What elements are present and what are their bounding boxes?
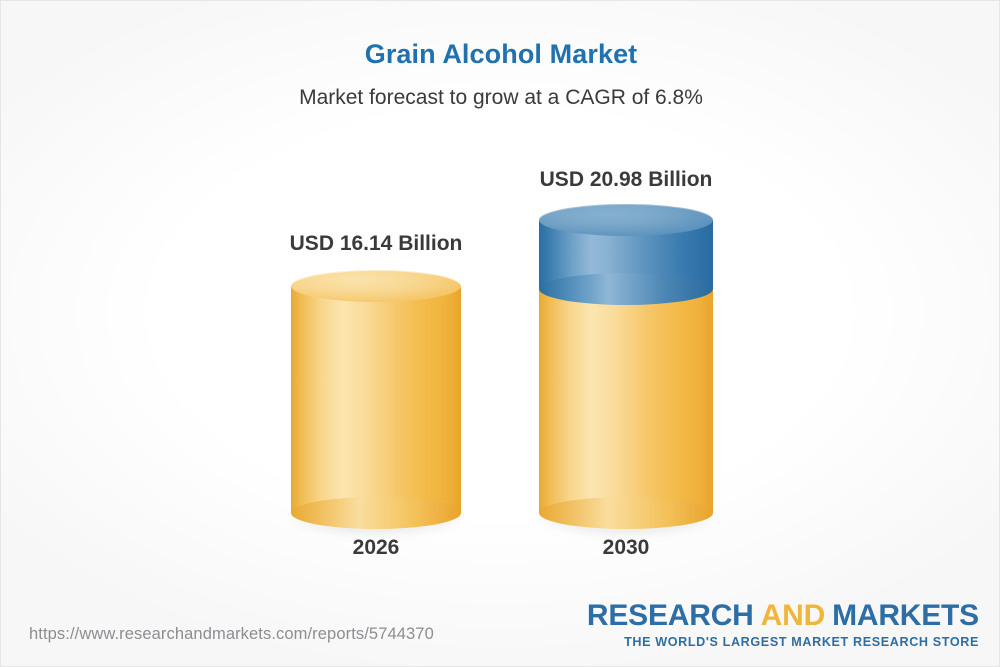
bar-segment-base-2030 — [539, 273, 713, 529]
bar-segment-base-2026 — [291, 270, 461, 529]
bar-segment-growth-2030-top-cap — [539, 204, 713, 236]
chart-subtitle: Market forecast to grow at a CAGR of 6.8… — [299, 86, 703, 109]
bar-category-label-2026: 2026 — [352, 536, 400, 559]
bar-segment-base-2030-body — [539, 289, 713, 513]
page-title: Grain Alcohol Market — [364, 39, 638, 69]
bar-segment-base-2026-top-cap — [291, 270, 461, 302]
chart-header: Grain Alcohol Market Market forecast to … — [1, 37, 999, 113]
bar-segment-base-2026-bottom-cap — [291, 497, 461, 529]
bar-cylinder-2026[interactable] — [285, 270, 467, 539]
brand-logo[interactable]: RESEARCH AND MARKETS THE WORLD'S LARGEST M… — [587, 600, 979, 650]
brand-word-markets: MARKETS — [832, 599, 979, 632]
bar-value-label-2026: USD 16.14 Billion — [289, 232, 463, 255]
brand-logo-wordmark: RESEARCH AND MARKETS — [587, 600, 979, 632]
bar-segment-base-2026-body — [291, 286, 461, 513]
bar-value-label-2030: USD 20.98 Billion — [539, 168, 713, 191]
bar-segment-growth-2030 — [539, 204, 713, 305]
bar-segment-base-2030-bottom-cap — [539, 497, 713, 529]
footer: https://www.researchandmarkets.com/repor… — [1, 586, 999, 666]
bar-segment-growth-2030-bottom-cap — [539, 273, 713, 305]
brand-word-and: AND — [760, 599, 826, 632]
brand-tagline: THE WORLD'S LARGEST MARKET RESEARCH STOR… — [624, 635, 979, 649]
bar-cylinder-2030[interactable] — [533, 204, 719, 539]
source-url-link[interactable]: https://www.researchandmarkets.com/repor… — [29, 625, 434, 643]
bar-category-label-2030: 2030 — [602, 536, 650, 559]
brand-word-research: RESEARCH — [586, 599, 754, 632]
